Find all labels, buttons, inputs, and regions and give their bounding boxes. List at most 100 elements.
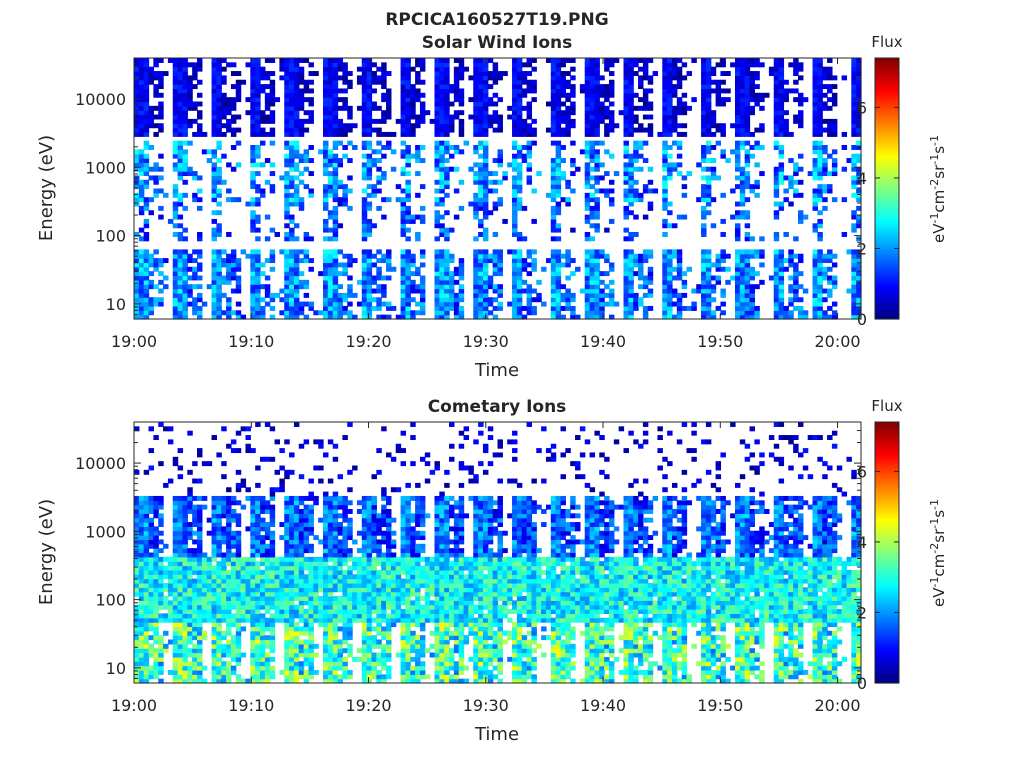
spectrogram-cell: [167, 565, 174, 571]
spectrogram-cell: [143, 131, 150, 137]
spectrogram-cell: [211, 613, 217, 619]
spectrogram-cell: [516, 236, 523, 242]
spectrogram-cell: [419, 284, 426, 290]
spectrogram-cell: [793, 262, 799, 268]
spectrogram-cell: [594, 284, 600, 290]
spectrogram-cell: [289, 253, 295, 259]
spectrogram-cell: [172, 92, 179, 98]
spectrogram-cell: [323, 310, 329, 316]
spectrogram-cell: [167, 609, 174, 614]
spectrogram-cell: [182, 591, 188, 597]
spectrogram-cell: [226, 604, 232, 610]
spectrogram-cell: [744, 153, 751, 159]
spectrogram-cell: [681, 75, 688, 81]
spectrogram-cell: [473, 175, 479, 181]
spectrogram-cell: [264, 214, 271, 220]
spectrogram-cell: [482, 253, 489, 259]
spectrogram-cell: [478, 131, 484, 137]
spectrogram-cell: [449, 275, 455, 281]
spectrogram-cell: [221, 258, 227, 264]
spectrogram-cell: [599, 288, 605, 294]
spectrogram-cell: [172, 205, 179, 211]
spectrogram-cell: [235, 140, 242, 146]
spectrogram-cell: [148, 71, 154, 76]
spectrogram-cell: [560, 62, 566, 68]
spectrogram-cell: [134, 292, 140, 298]
spectrogram-cell: [638, 253, 644, 259]
spectrogram-cell: [182, 71, 188, 76]
spectrogram-cell: [192, 301, 198, 307]
spectrogram-cell: [710, 171, 717, 177]
spectrogram-cell: [347, 314, 353, 320]
spectrogram-cell: [497, 201, 503, 207]
spectrogram-cell: [172, 149, 179, 155]
spectrogram-cell: [332, 166, 339, 172]
spectrogram-cell: [172, 678, 179, 684]
spectrogram-cell: [148, 253, 154, 259]
colorbar-swatch: [875, 168, 899, 172]
colorbar-swatch: [875, 255, 899, 259]
spectrogram-cell: [720, 123, 726, 129]
spectrogram-cell: [230, 271, 237, 277]
spectrogram-cell: [705, 301, 712, 307]
spectrogram-cell: [492, 201, 499, 207]
spectrogram-cell: [623, 97, 629, 103]
spectrogram-cell: [153, 578, 159, 584]
spectrogram-cell: [676, 258, 683, 264]
spectrogram-cell: [138, 495, 145, 501]
spectrogram-cell: [172, 305, 179, 311]
spectrogram-cell: [497, 292, 503, 298]
spectrogram-cell: [303, 118, 310, 124]
spectrogram-cell: [817, 253, 823, 259]
spectrogram-cell: [851, 118, 857, 124]
spectrogram-cell: [182, 548, 188, 554]
spectrogram-cell: [138, 310, 145, 316]
spectrogram-cell: [376, 179, 382, 185]
spectrogram-cell: [177, 569, 184, 575]
spectrogram-cell: [419, 292, 426, 298]
spectrogram-cell: [153, 75, 159, 81]
spectrogram-cell: [788, 158, 794, 163]
spectrogram-cell: [177, 288, 184, 294]
spectrogram-cell: [187, 97, 193, 103]
spectrogram-cell: [599, 301, 605, 307]
spectrogram-cell: [342, 197, 348, 203]
spectrogram-cell: [662, 123, 668, 129]
spectrogram-cell: [163, 604, 169, 610]
spectrogram-cell: [226, 639, 232, 645]
spectrogram-cell: [158, 422, 164, 427]
colorbar-swatch: [875, 216, 899, 220]
spectrogram-cell: [623, 140, 629, 146]
spectrogram-cell: [153, 639, 159, 645]
spectrogram-cell: [473, 236, 479, 242]
spectrogram-cell: [216, 526, 222, 532]
spectrogram-cell: [453, 71, 460, 76]
spectrogram-cell: [638, 192, 644, 198]
spectrogram-cell: [153, 258, 159, 264]
spectrogram-cell: [293, 253, 300, 259]
spectrogram-cell: [734, 266, 741, 272]
spectrogram-cell: [754, 179, 760, 185]
spectrogram-cell: [623, 188, 629, 194]
spectrogram-cell: [710, 284, 717, 290]
spectrogram-cell: [705, 131, 712, 137]
spectrogram-cell: [778, 271, 785, 277]
spectrogram-cell: [235, 279, 242, 285]
spectrogram-cell: [182, 535, 188, 541]
spectrogram-cell: [366, 292, 373, 298]
spectrogram-cell: [710, 79, 717, 85]
spectrogram-cell: [192, 669, 198, 675]
spectrogram-cell: [177, 232, 184, 237]
spectrogram-cell: [589, 58, 596, 63]
spectrogram-cell: [172, 214, 179, 220]
spectrogram-cell: [744, 162, 751, 168]
spectrogram-cell: [565, 292, 571, 298]
spectrogram-cell: [381, 118, 387, 124]
spectrogram-cell: [841, 75, 848, 81]
spectrogram-cell: [400, 218, 407, 224]
spectrogram-cell: [831, 92, 838, 98]
spectrogram-cell: [667, 292, 673, 298]
spectrogram-cell: [434, 188, 440, 194]
spectrogram-cell: [323, 297, 329, 303]
spectrogram-cell: [773, 266, 780, 272]
